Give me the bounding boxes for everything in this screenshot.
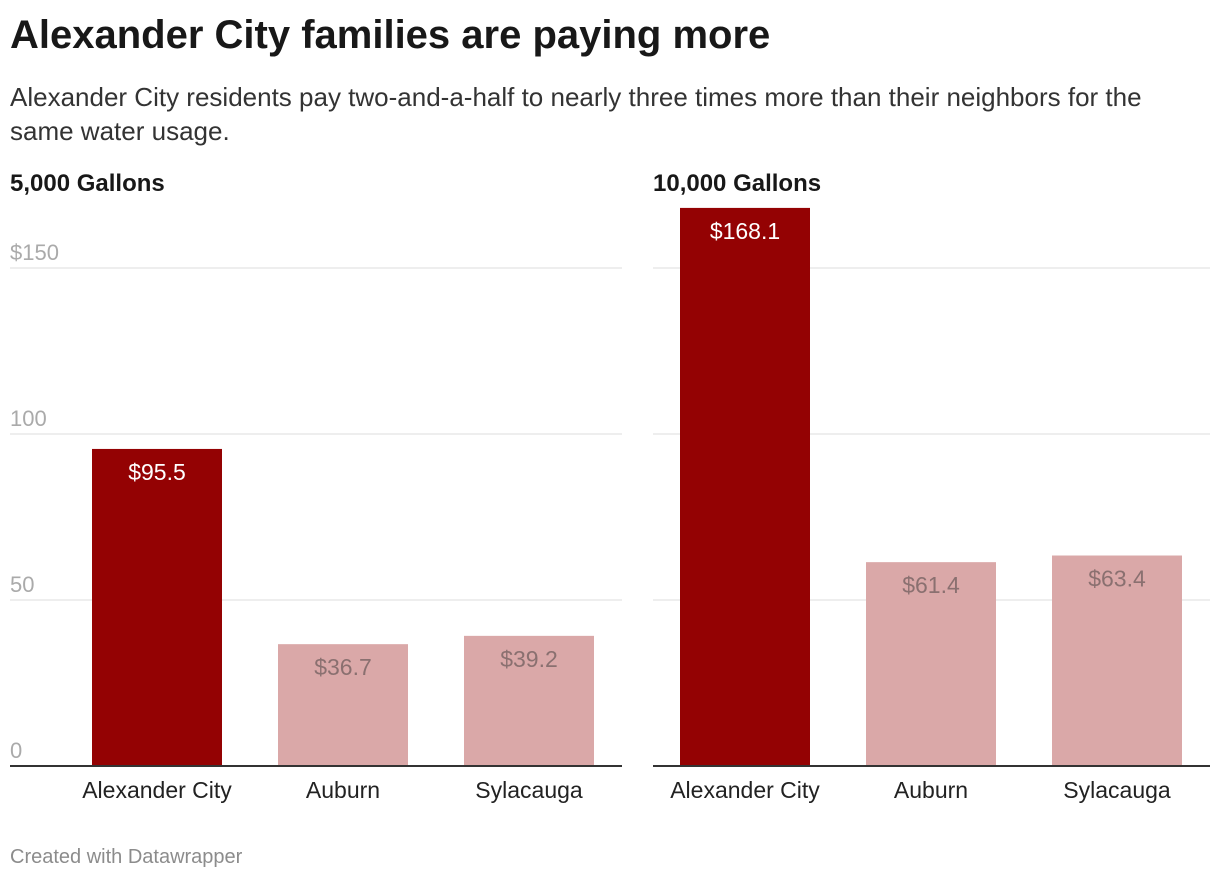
panel-title-5000: 5,000 Gallons	[10, 170, 165, 197]
bar	[92, 448, 222, 766]
panel-title-10000: 10,000 Gallons	[653, 170, 822, 197]
x-tick-label: Sylacauga	[475, 777, 583, 803]
bar	[278, 644, 408, 766]
chart-title: Alexander City families are paying more	[10, 13, 771, 57]
data-label: $36.7	[314, 654, 372, 680]
x-tick-label: Auburn	[894, 777, 968, 803]
y-tick-label: 50	[10, 572, 34, 597]
x-tick-label: Auburn	[306, 777, 380, 803]
y-tick-label: $150	[10, 240, 59, 265]
y-tick-label: 100	[10, 406, 47, 431]
data-label: $168.1	[710, 218, 780, 244]
data-label: $61.4	[902, 572, 960, 598]
bar	[680, 207, 810, 766]
data-label: $63.4	[1088, 566, 1146, 592]
footer-credit: Created with Datawrapper	[10, 846, 243, 868]
x-tick-label: Alexander City	[82, 777, 232, 803]
data-label: $95.5	[128, 459, 186, 485]
chart-panel-5000-gallons: 0 50 100 $150 $95.5 Alexander City $36.7 Auburn…	[10, 240, 622, 803]
bar	[866, 562, 996, 766]
x-tick-label: Alexander City	[670, 777, 820, 803]
bar	[1052, 555, 1182, 766]
y-tick-label: 0	[10, 738, 22, 763]
chart-panel-10000-gallons: $168.1 Alexander City $61.4 Auburn $63.4 Syla…	[653, 207, 1210, 803]
bar	[464, 635, 594, 766]
chart-subtitle: Alexander City residents pay two-and-a-h…	[10, 82, 1142, 146]
x-tick-label: Sylacauga	[1063, 777, 1171, 803]
data-label: $39.2	[500, 646, 558, 672]
